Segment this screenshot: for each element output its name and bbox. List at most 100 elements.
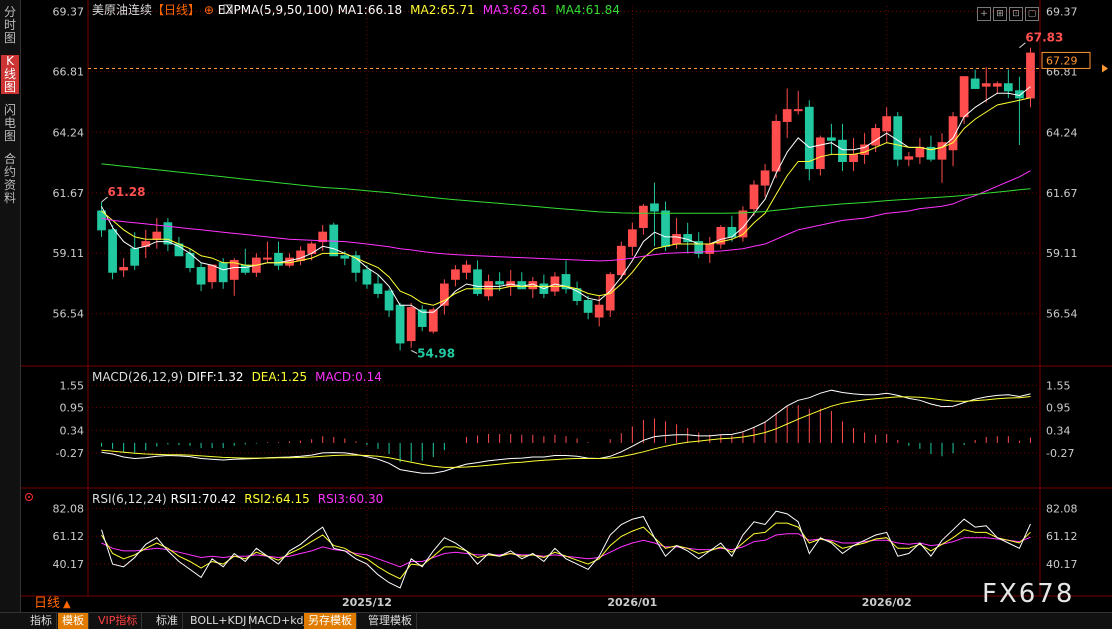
period-dropdown-icon[interactable]: ▲	[63, 599, 71, 610]
maximize-icon[interactable]: ▢	[1025, 7, 1039, 21]
y-tick-label-left: 56.54	[53, 308, 85, 321]
candle-body	[583, 300, 593, 313]
left-tab-3[interactable]: 合约资料	[3, 152, 16, 205]
bottom-tab-2[interactable]: VIP指标	[94, 613, 143, 629]
y-tick-label-right: 69.37	[1046, 5, 1078, 18]
candle-body	[882, 116, 892, 132]
candle-body	[871, 128, 881, 146]
candle-body	[351, 255, 361, 273]
candle-body	[263, 257, 272, 260]
candle-body	[362, 269, 372, 285]
ma-line-2	[101, 97, 1031, 306]
expma-indicator-name: EXPMA(5,9,50,100)	[218, 3, 334, 17]
expma-settings-icon[interactable]	[223, 4, 233, 14]
candle-body	[937, 142, 947, 160]
candle-body	[207, 264, 217, 283]
bottom-tab-7[interactable]: 管理模板	[364, 613, 417, 629]
bottom-tab-3[interactable]: 标准	[152, 613, 183, 629]
candle-body	[838, 139, 847, 163]
candle-body	[495, 281, 505, 285]
candle-body	[451, 269, 460, 280]
left-tab-0[interactable]: 分时图	[3, 5, 16, 45]
bottom-tab-5[interactable]: MACD+kdj	[244, 613, 312, 629]
y-tick-label-left: 1.55	[60, 379, 85, 392]
y-tick-label-right: 0.34	[1046, 424, 1071, 437]
candle-body	[196, 267, 206, 285]
y-tick-label-left: 66.81	[53, 66, 85, 79]
crosshair-icon[interactable]: +	[977, 7, 991, 21]
rsi-indicator-name: RSI(6,12,24)	[92, 492, 167, 506]
y-tick-label-right: 82.08	[1046, 502, 1078, 515]
bottom-tab-6[interactable]: 另存模板	[304, 613, 357, 629]
candle-body	[959, 76, 969, 118]
candle-body	[417, 309, 427, 327]
y-tick-label-right: 64.24	[1046, 126, 1078, 139]
grid-layer	[20, 0, 1112, 597]
candle-body	[970, 78, 980, 89]
candle-body	[373, 283, 383, 294]
y-tick-label-left: 82.08	[53, 502, 85, 515]
y-tick-label-left: 0.34	[60, 424, 85, 437]
y-tick-label-left: 59.11	[53, 247, 85, 260]
candle-body	[860, 144, 869, 155]
reference-arrow-icon	[1102, 64, 1108, 73]
current-price-box	[1041, 51, 1091, 69]
svg-text:美原油连续【日线】 ⊕ EXPMA(5,9,50,100)M: 美原油连续【日线】 ⊕ EXPMA(5,9,50,100) MA1:66.18 MA…	[92, 2, 620, 17]
candle-body	[694, 241, 704, 254]
zoom-icon[interactable]: ⊞	[993, 7, 1007, 21]
bottom-tab-1[interactable]: 模板	[58, 613, 89, 629]
symbol-name: 美原油连续	[92, 2, 152, 17]
bottom-tab-0[interactable]: 指标	[26, 613, 57, 629]
y-tick-label-right: 66.81	[1046, 66, 1078, 79]
candle-body	[561, 274, 571, 290]
candle-body	[462, 264, 471, 273]
move-icon[interactable]: ⊡	[1009, 7, 1023, 21]
candle-body	[815, 137, 825, 170]
ma3-label: MA3:62.61	[483, 3, 548, 17]
x-tick-label: 2026/02	[862, 596, 912, 609]
candle-body	[1015, 90, 1024, 99]
ma4-label: MA4:61.84	[555, 3, 620, 17]
period-settings-icon[interactable]: ⊕	[200, 3, 218, 17]
rsi-line-2	[101, 522, 1031, 580]
y-tick-label-right: 0.95	[1046, 402, 1071, 415]
ma2-label: MA2:65.71	[410, 3, 475, 17]
candle-body	[163, 222, 173, 245]
x-tick-label: 2025/12	[342, 596, 392, 609]
annotation-leader	[101, 196, 108, 203]
left-tab-2[interactable]: 闪电图	[3, 103, 16, 143]
candle-body	[672, 234, 681, 245]
period-selector[interactable]: 日线	[34, 596, 60, 611]
left-tab-1[interactable]: K线图	[1, 55, 19, 94]
axis-layer: 56.54 56.54 59.11 59.11 61.67 61.67 64.24 64.24…	[53, 5, 1108, 609]
y-tick-label-left: 69.37	[53, 5, 85, 18]
rsi-settings-icon[interactable]	[25, 493, 33, 501]
y-tick-label-right: 61.67	[1046, 187, 1078, 200]
candle-body	[318, 231, 328, 243]
candle-body	[893, 116, 903, 160]
chart-canvas: 61.28 54.98 67.83 56.54 56.54 59.11 59.11 61.6…	[20, 0, 1112, 611]
candle-body	[285, 257, 294, 266]
window-controls: + ⊞ ⊡ ▢	[975, 1, 1039, 21]
candle-body	[594, 304, 604, 318]
ma-line-4	[101, 163, 1031, 214]
candle-body	[517, 281, 527, 290]
left-tab-bar: 分时图 K线图闪电图合约资料	[0, 0, 21, 612]
candle-body	[827, 137, 836, 141]
candle-body	[782, 109, 792, 122]
candle-body	[274, 252, 283, 266]
y-tick-label-right: 61.12	[1046, 530, 1078, 543]
ma1-label: MA1:66.18	[338, 3, 403, 17]
macd-value-label: MACD:0.14	[315, 370, 382, 384]
template-toolbar: 指标 模板 VIP指标 标准 BOLL+KDJ MACD+kdj 另存模板 管理模板	[0, 612, 1112, 629]
macd-dea-line	[101, 396, 1031, 468]
rsi2-label: RSI2:64.15	[244, 492, 310, 506]
candle-body	[240, 264, 250, 273]
bottom-tab-4[interactable]: BOLL+KDJ	[186, 613, 252, 629]
candle-body	[904, 156, 914, 160]
candle-body	[771, 120, 781, 172]
candle-body	[738, 210, 748, 238]
candle-body	[1003, 83, 1013, 92]
